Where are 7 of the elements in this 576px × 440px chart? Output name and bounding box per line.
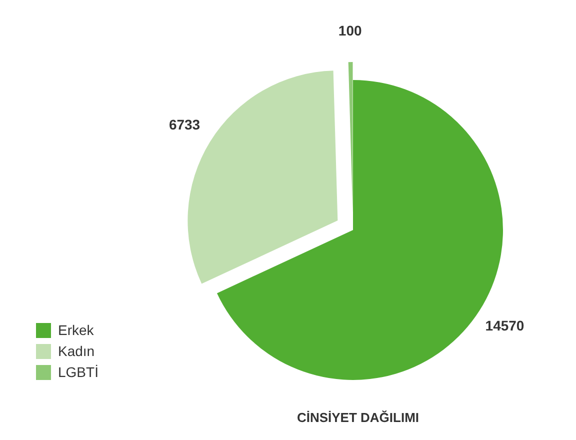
legend-label: Erkek xyxy=(58,322,95,338)
legend-label: Kadın xyxy=(58,343,95,359)
text: CİNSİYET DAĞILIMI xyxy=(296,410,420,425)
data-label: 6733 xyxy=(168,116,200,133)
legend-label: LGBTİ xyxy=(58,364,98,380)
data-label: 100 xyxy=(338,22,362,39)
data-label: 14570 xyxy=(485,318,524,334)
